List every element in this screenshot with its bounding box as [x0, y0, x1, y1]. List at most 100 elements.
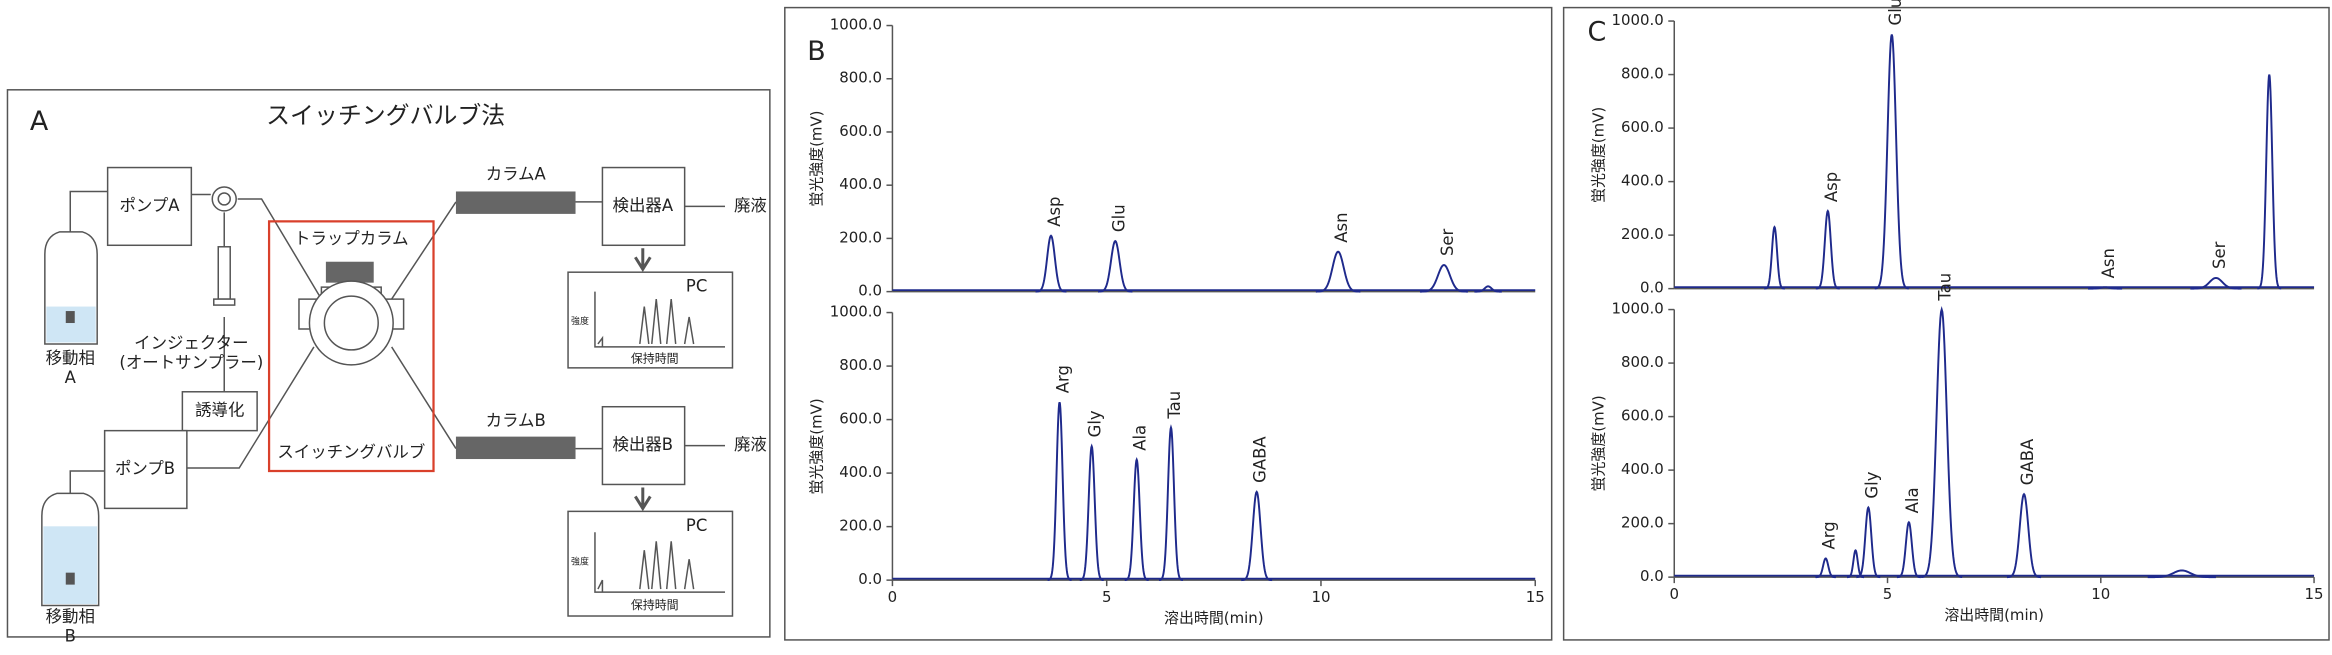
peak-label: Ser [1438, 228, 1457, 256]
y-axis-label: 蛍光強度(mV) [1590, 107, 1608, 203]
y-axis-label: 蛍光強度(mV) [1590, 395, 1608, 491]
peak-label: Arg [1054, 365, 1073, 393]
y-tick-label: 1000.0 [1612, 300, 1664, 318]
solvent [43, 526, 98, 605]
node-label: スイッチングバルブ [277, 443, 425, 462]
panel-frame [1562, 6, 2330, 641]
node-label: インジェクター [134, 333, 248, 352]
arrow [634, 248, 652, 273]
panel-label: B [807, 36, 825, 67]
axis-label: 強度 [571, 556, 589, 568]
node-label: カラムB [486, 411, 546, 430]
peak [2006, 492, 2042, 579]
axis-label: 強度 [571, 315, 589, 327]
y-tick-label: 600.0 [839, 410, 882, 428]
injector [217, 192, 231, 206]
pc [567, 271, 734, 369]
node-label: 移動相 [46, 348, 95, 367]
axis-label: 保持時間 [631, 350, 679, 365]
column [455, 436, 576, 460]
node-label: PC [686, 516, 707, 535]
node-label: A [65, 368, 77, 387]
panel-label: C [1588, 17, 1607, 48]
peak [1847, 549, 1865, 579]
peak [1896, 520, 1921, 579]
x-tick-label: 10 [2091, 585, 2110, 603]
peak-label: Gly [1086, 410, 1105, 437]
peak [1921, 306, 1963, 579]
filter [65, 572, 75, 585]
y-tick-label: 1000.0 [830, 16, 882, 34]
peak-label: Asn [1332, 213, 1351, 243]
column [455, 191, 576, 214]
y-tick-label: 1000.0 [1612, 11, 1664, 29]
y-tick-label: 1000.0 [830, 303, 882, 321]
peak-label: Asn [2099, 248, 2118, 278]
y-tick-label: 400.0 [839, 463, 882, 481]
peak-label: Arg [1820, 521, 1839, 549]
node-label: 検出器A [613, 196, 674, 215]
peak-label: Asp [1822, 172, 1841, 202]
peak-label: Asp [1045, 197, 1064, 227]
y-tick-label: 800.0 [839, 356, 882, 374]
syringe [217, 246, 231, 300]
peak [1764, 225, 1785, 290]
peak [1098, 239, 1133, 293]
filter [65, 311, 75, 324]
peak-label: Glu [1886, 0, 1905, 25]
y-tick-label: 400.0 [1621, 172, 1664, 190]
syringe [213, 298, 236, 306]
node-label: カラムA [486, 165, 547, 184]
trap-column [325, 261, 374, 283]
y-tick-label: 0.0 [858, 282, 882, 300]
node-label: 誘導化 [195, 401, 244, 420]
peak [2087, 286, 2123, 290]
peak [1815, 557, 1836, 579]
node-label: 移動相 [46, 607, 95, 626]
arrow [634, 487, 652, 512]
peak [1158, 424, 1184, 582]
x-tick-label: 0 [888, 588, 898, 606]
y-tick-label: 200.0 [1621, 225, 1664, 243]
node-label: トラップカラム [294, 229, 409, 248]
y-tick-label: 400.0 [839, 175, 882, 193]
box [181, 391, 258, 432]
panel-frame [784, 6, 1553, 641]
node-label: ポンプB [115, 459, 175, 478]
peak [1079, 443, 1104, 582]
node-label: 検出器B [612, 435, 673, 454]
y-tick-label: 600.0 [1621, 407, 1664, 425]
x-tick-label: 0 [1669, 585, 1679, 603]
y-tick-label: 800.0 [839, 69, 882, 87]
panel-label: A [30, 106, 49, 137]
y-tick-label: 200.0 [839, 517, 882, 535]
node-label: ポンプA [119, 196, 180, 215]
detector [601, 405, 686, 486]
peak-label: Ala [1131, 425, 1150, 451]
y-axis-label: 蛍光強度(mV) [808, 398, 826, 494]
peak-label: Ser [2210, 241, 2229, 269]
peak [1856, 505, 1881, 579]
y-tick-label: 200.0 [1621, 514, 1664, 532]
peak [1419, 264, 1468, 293]
y-tick-label: 400.0 [1621, 460, 1664, 478]
x-tick-label: 10 [1311, 588, 1330, 606]
x-tick-label: 15 [2305, 585, 2324, 603]
peak [2147, 569, 2216, 579]
y-tick-label: 800.0 [1621, 65, 1664, 83]
node-label: PC [686, 277, 707, 296]
node-label: (オートサンプラー) [119, 353, 263, 372]
peak-label: Gly [1862, 471, 1881, 498]
peak [2257, 74, 2282, 290]
peak [1035, 234, 1067, 293]
x-tick-label: 5 [1102, 588, 1112, 606]
diagram: A スイッチングバルブ法 移動相 A ポンプA インジェクター (オートサンプラ… [6, 89, 771, 645]
y-tick-label: 0.0 [1640, 567, 1664, 585]
peak-label: GABA [1251, 436, 1270, 483]
peak [1874, 34, 1909, 290]
x-tick-label: 15 [1526, 588, 1545, 606]
peak-label: GABA [2018, 438, 2037, 485]
y-tick-label: 600.0 [839, 122, 882, 140]
peak-label: Ala [1903, 487, 1922, 513]
valve [323, 295, 379, 351]
